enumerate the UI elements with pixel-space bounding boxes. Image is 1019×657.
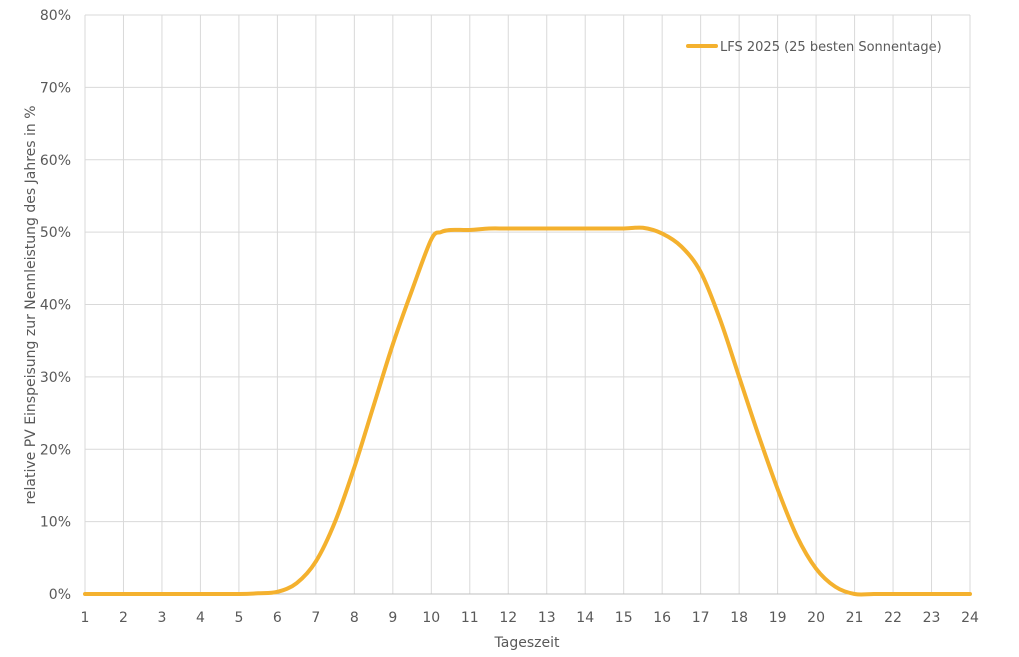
series-line-0 bbox=[83, 225, 972, 597]
legend-label: LFS 2025 (25 besten Sonnentage) bbox=[720, 40, 942, 55]
x-tick-label: 2 bbox=[119, 610, 128, 626]
legend: LFS 2025 (25 besten Sonnentage) bbox=[686, 40, 942, 55]
x-tick-label: 18 bbox=[730, 610, 748, 626]
y-tick-label: 30% bbox=[40, 370, 71, 386]
series-layer bbox=[83, 225, 972, 597]
y-axis-title: relative PV Einspeisung zur Nennleistung… bbox=[23, 105, 39, 504]
x-tick-label: 17 bbox=[692, 610, 710, 626]
x-tick-label: 13 bbox=[538, 610, 556, 626]
x-tick-label: 8 bbox=[350, 610, 359, 626]
x-axis-title: Tageszeit bbox=[494, 635, 560, 651]
y-tick-label: 10% bbox=[40, 515, 71, 531]
x-tick-label: 23 bbox=[923, 610, 941, 626]
x-tick-label: 24 bbox=[961, 610, 979, 626]
y-tick-label: 70% bbox=[40, 80, 71, 96]
y-tick-label: 40% bbox=[40, 298, 71, 314]
axes: 0%10%20%30%40%50%60%70%80%1 2 3 4 5 6 7 8 9 10 11 1… bbox=[40, 8, 979, 626]
y-tick-label: 50% bbox=[40, 225, 71, 241]
x-tick-label: 10 bbox=[422, 610, 440, 626]
y-tick-label: 80% bbox=[40, 8, 71, 24]
y-tick-label: 0% bbox=[49, 587, 71, 603]
x-tick-label: 6 bbox=[273, 610, 282, 626]
x-tick-label: 11 bbox=[461, 610, 479, 626]
y-tick-label: 60% bbox=[40, 153, 71, 169]
x-tick-label: 1 bbox=[81, 610, 90, 626]
x-tick-label: 21 bbox=[846, 610, 864, 626]
x-tick-label: 4 bbox=[196, 610, 205, 626]
x-tick-label: 7 bbox=[311, 610, 320, 626]
x-tick-label: 5 bbox=[234, 610, 243, 626]
y-tick-label: 20% bbox=[40, 442, 71, 458]
gridlines bbox=[84, 14, 971, 595]
x-tick-label: 15 bbox=[615, 610, 633, 626]
x-tick-label: 9 bbox=[388, 610, 397, 626]
x-tick-label: 22 bbox=[884, 610, 902, 626]
x-tick-label: 19 bbox=[769, 610, 787, 626]
x-tick-label: 12 bbox=[499, 610, 517, 626]
x-tick-label: 14 bbox=[576, 610, 594, 626]
x-tick-label: 3 bbox=[157, 610, 166, 626]
x-tick-label: 16 bbox=[653, 610, 671, 626]
x-tick-label: 20 bbox=[807, 610, 825, 626]
